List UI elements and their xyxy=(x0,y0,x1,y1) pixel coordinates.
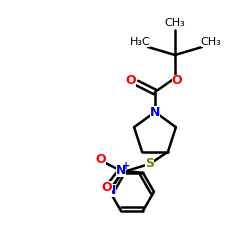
Text: H₃C: H₃C xyxy=(130,37,150,47)
Text: N: N xyxy=(150,106,160,118)
Text: O: O xyxy=(172,74,182,88)
Text: +: + xyxy=(122,161,130,171)
Text: CH₃: CH₃ xyxy=(200,37,222,47)
Text: CH₃: CH₃ xyxy=(164,18,186,28)
Text: O: O xyxy=(126,74,136,86)
Text: S: S xyxy=(146,157,154,170)
Text: N: N xyxy=(150,106,160,118)
Text: O: O xyxy=(102,181,112,194)
Text: O: O xyxy=(96,153,106,166)
Text: N: N xyxy=(106,184,116,197)
Text: N: N xyxy=(116,164,126,177)
